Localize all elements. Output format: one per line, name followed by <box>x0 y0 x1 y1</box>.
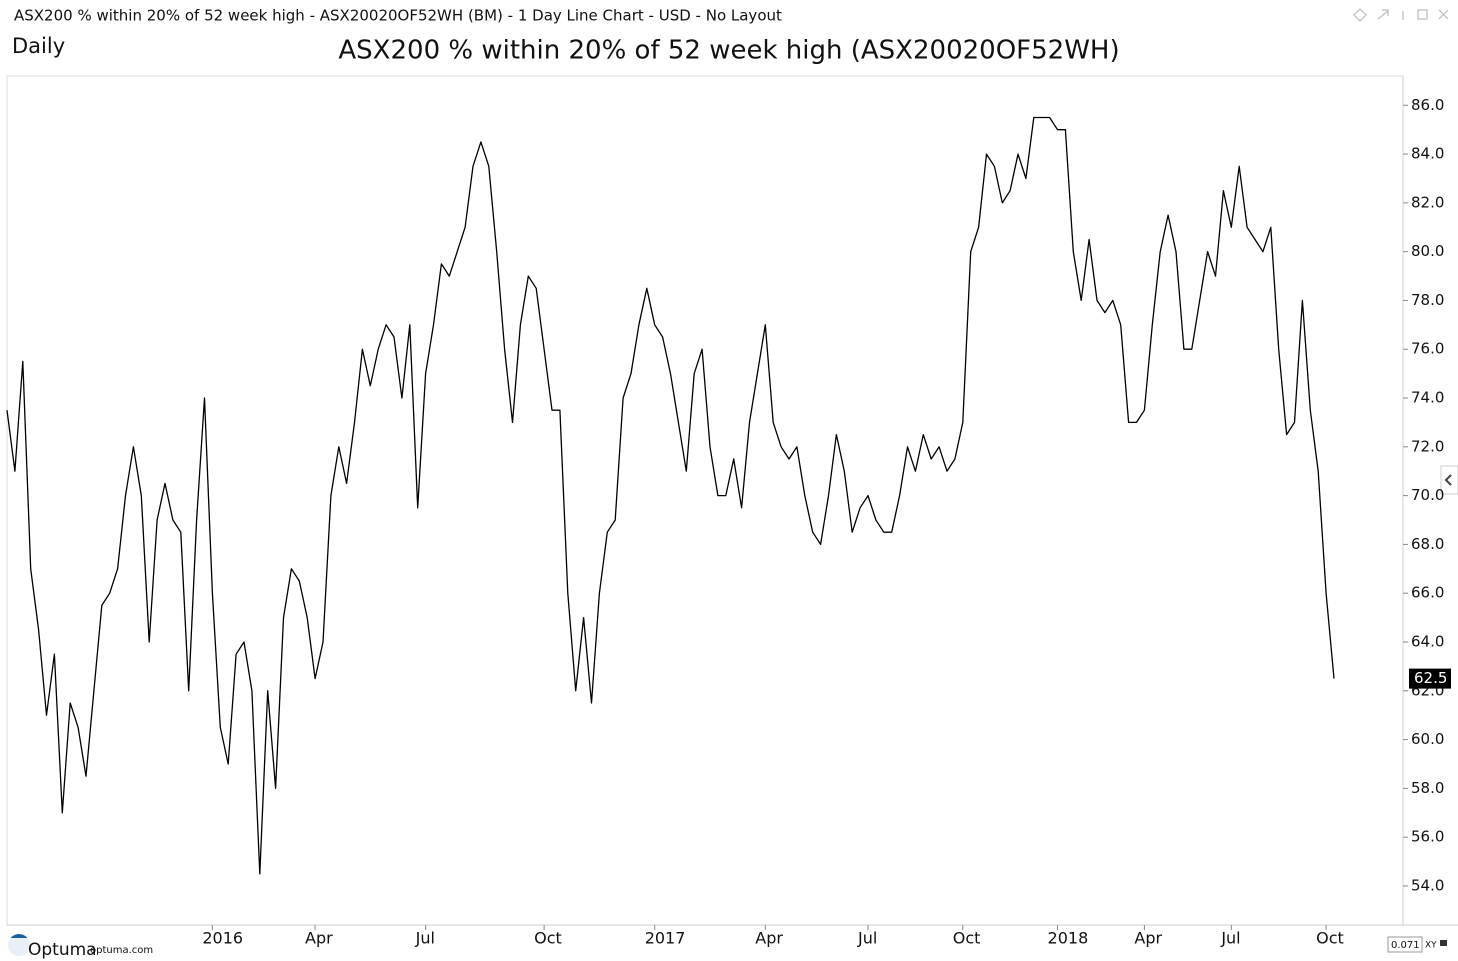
zoom-box[interactable] <box>1387 936 1423 953</box>
x-tick-label: 2017 <box>645 929 686 948</box>
y-tick-label: 78.0 <box>1411 291 1444 309</box>
y-tick-label: 74.0 <box>1411 389 1444 407</box>
y-tick-label: 58.0 <box>1411 779 1444 797</box>
brand-name: Optuma <box>28 940 97 960</box>
x-tick-label: 2016 <box>202 929 243 948</box>
x-tick-label: Oct <box>1316 929 1344 948</box>
y-tick-label: 66.0 <box>1411 584 1444 602</box>
lock-icon[interactable] <box>1440 940 1447 946</box>
y-tick-label: 60.0 <box>1411 730 1444 748</box>
y-tick-label: 56.0 <box>1411 828 1444 846</box>
last-value-label: 62.5 <box>1414 669 1447 687</box>
last-value-box <box>1409 668 1451 689</box>
x-tick-label: Jul <box>1220 929 1240 948</box>
chart-title: ASX200 % within 20% of 52 week high (ASX… <box>338 36 1119 66</box>
y-tick-label: 72.0 <box>1411 437 1444 455</box>
x-tick-label: 2018 <box>1048 929 1089 948</box>
scroll-arrow <box>1444 474 1452 486</box>
scroll-toggle[interactable] <box>1440 465 1458 495</box>
y-tick-label: 76.0 <box>1411 340 1444 358</box>
x-tick-label: Jul <box>857 929 877 948</box>
x-tick-label: Jul <box>415 929 435 948</box>
x-tick-label: Oct <box>953 929 981 948</box>
y-tick-label: 82.0 <box>1411 193 1444 211</box>
plot-frame <box>6 75 1404 926</box>
y-tick-label: 84.0 <box>1411 145 1444 163</box>
brand: Optuma optuma.com <box>0 934 153 961</box>
y-tick-label: 80.0 <box>1411 242 1444 260</box>
zoom: 0.071 <box>1391 940 1420 951</box>
window-title: ASX200 % within 20% of 52 week high - AS… <box>14 7 782 25</box>
y-tick-label: 70.0 <box>1411 486 1444 504</box>
y-tick-label: 86.0 <box>1411 96 1444 114</box>
x-tick-label: Apr <box>755 929 783 948</box>
y-tick-label: 64.0 <box>1411 633 1444 651</box>
x-tick-label: Apr <box>305 929 333 948</box>
data-line <box>6 116 1335 875</box>
brand-bg <box>0 938 148 961</box>
x-tick-label: Oct <box>534 929 562 948</box>
y-tick-label: 54.0 <box>1411 876 1444 894</box>
brand-site: optuma.com <box>90 945 153 956</box>
window-controls[interactable] <box>1353 8 1449 22</box>
timeframe: Daily <box>12 34 65 58</box>
y-tick-label: 68.0 <box>1411 535 1444 553</box>
x-tick-label: Apr <box>1134 929 1162 948</box>
mode[interactable]: XY <box>1425 941 1437 951</box>
title-bar <box>0 0 1458 30</box>
